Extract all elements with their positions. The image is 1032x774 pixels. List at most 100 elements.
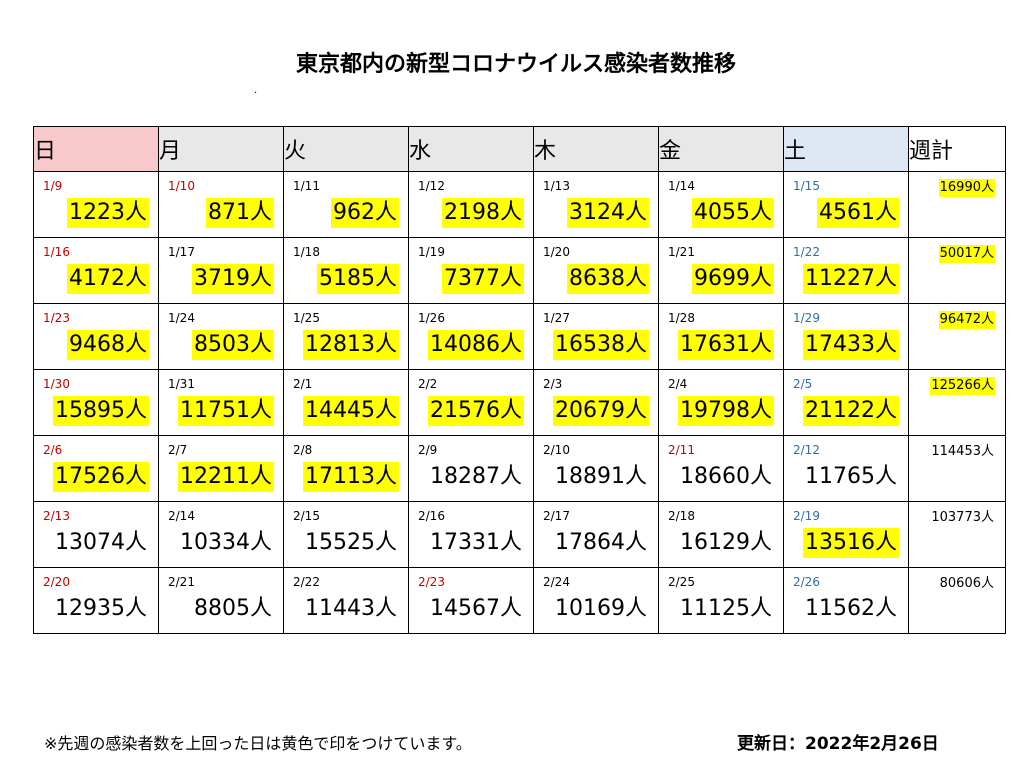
day-case-count: 11751人 (178, 396, 274, 426)
day-cell: 2/2 21576人 (408, 369, 534, 436)
day-date: 1/20 (543, 245, 570, 259)
day-date: 2/13 (43, 509, 70, 523)
day-cell: 2/12 11765人 (783, 435, 909, 502)
day-cell: 2/21 8805人 (158, 567, 284, 634)
day-case-count: 16129人 (680, 530, 772, 555)
day-date: 2/26 (793, 575, 820, 589)
day-cell: 1/15 4561人 (783, 171, 909, 238)
day-case-count: 2198人 (442, 198, 524, 228)
weekly-cases-table: 日 月 火 水 木 金 土 週計 1/9 1223人 1/10 871人 1/11 962… (33, 126, 1006, 634)
day-cell: 1/31 11751人 (158, 369, 284, 436)
day-date: 1/24 (168, 311, 195, 325)
header-sunday: 日 (33, 126, 159, 172)
day-cell: 1/29 17433人 (783, 303, 909, 370)
day-cell: 2/8 17113人 (283, 435, 409, 502)
weekly-total-value: 96472人 (938, 311, 995, 329)
day-case-count: 9699人 (692, 264, 774, 294)
day-cell: 1/14 4055人 (658, 171, 784, 238)
weekly-total-value: 16990人 (938, 179, 995, 197)
day-date: 1/31 (168, 377, 195, 391)
day-cell: 2/13 13074人 (33, 501, 159, 568)
weekly-total-cell: 80606人 (908, 567, 1006, 634)
day-case-count: 962人 (331, 198, 399, 228)
day-date: 1/25 (293, 311, 320, 325)
day-case-count: 12813人 (303, 330, 399, 360)
day-case-count: 16538人 (553, 330, 649, 360)
stray-dot: · (254, 88, 258, 99)
day-date: 1/15 (793, 179, 820, 193)
day-date: 2/1 (293, 377, 313, 391)
day-date: 1/11 (293, 179, 320, 193)
day-cell: 2/26 11562人 (783, 567, 909, 634)
day-date: 1/21 (668, 245, 695, 259)
day-date: 1/16 (43, 245, 70, 259)
day-date: 2/11 (668, 443, 695, 457)
day-cell: 2/11 18660人 (658, 435, 784, 502)
day-cell: 1/16 4172人 (33, 237, 159, 304)
day-case-count: 1223人 (67, 198, 149, 228)
day-date: 1/13 (543, 179, 570, 193)
day-cell: 1/19 7377人 (408, 237, 534, 304)
day-date: 1/26 (418, 311, 445, 325)
day-case-count: 20679人 (553, 396, 649, 426)
day-case-count: 17113人 (303, 462, 399, 492)
day-date: 2/4 (668, 377, 688, 391)
day-case-count: 12935人 (55, 596, 147, 621)
footer-note: ※先週の感染者数を上回った日は黄色で印をつけています。 (44, 734, 472, 753)
updated-date: 更新日：2022年2月26日 (737, 734, 939, 754)
day-case-count: 15895人 (53, 396, 149, 426)
day-cell: 1/9 1223人 (33, 171, 159, 238)
day-cell: 1/23 9468人 (33, 303, 159, 370)
day-date: 1/9 (43, 179, 63, 193)
day-cell: 1/11 962人 (283, 171, 409, 238)
week-row: 1/9 1223人 1/10 871人 1/11 962人 1/12 2198人 1/13 312… (33, 171, 1006, 238)
day-cell: 2/18 16129人 (658, 501, 784, 568)
header-thursday: 木 (533, 126, 659, 172)
day-date: 1/28 (668, 311, 695, 325)
day-cell: 1/10 871人 (158, 171, 284, 238)
day-case-count: 7377人 (442, 264, 524, 294)
day-cell: 2/24 10169人 (533, 567, 659, 634)
day-cell: 2/6 17526人 (33, 435, 159, 502)
day-case-count: 8638人 (567, 264, 649, 294)
header-weekly-total: 週計 (908, 126, 1006, 172)
day-cell: 1/28 17631人 (658, 303, 784, 370)
day-date: 1/12 (418, 179, 445, 193)
weekly-total-value: 80606人 (939, 576, 994, 591)
day-date: 1/18 (293, 245, 320, 259)
week-row: 1/23 9468人 1/24 8503人 1/25 12813人 1/26 14086人 1/… (33, 303, 1006, 370)
day-date: 1/17 (168, 245, 195, 259)
day-case-count: 18660人 (680, 464, 772, 489)
day-cell: 2/7 12211人 (158, 435, 284, 502)
day-case-count: 19798人 (678, 396, 774, 426)
day-case-count: 15525人 (305, 530, 397, 555)
day-case-count: 21122人 (803, 396, 899, 426)
day-case-count: 13516人 (803, 528, 899, 558)
day-case-count: 10169人 (555, 596, 647, 621)
day-date: 2/17 (543, 509, 570, 523)
day-case-count: 12211人 (178, 462, 274, 492)
header-monday: 月 (158, 126, 284, 172)
day-cell: 1/21 9699人 (658, 237, 784, 304)
day-date: 2/19 (793, 509, 820, 523)
day-cell: 2/23 14567人 (408, 567, 534, 634)
day-date: 1/19 (418, 245, 445, 259)
day-date: 2/16 (418, 509, 445, 523)
weekly-total-value: 50017人 (938, 245, 995, 263)
weekly-total-cell: 50017人 (908, 237, 1006, 304)
day-cell: 1/20 8638人 (533, 237, 659, 304)
weekly-total-value: 114453人 (931, 444, 994, 459)
weekly-total-cell: 114453人 (908, 435, 1006, 502)
day-date: 2/23 (418, 575, 445, 589)
day-case-count: 17331人 (430, 530, 522, 555)
day-cell: 2/22 11443人 (283, 567, 409, 634)
day-case-count: 14086人 (428, 330, 524, 360)
day-cell: 1/12 2198人 (408, 171, 534, 238)
day-date: 2/25 (668, 575, 695, 589)
week-row: 2/6 17526人 2/7 12211人 2/8 17113人 2/9 18287人 2/10… (33, 435, 1006, 502)
day-date: 2/24 (543, 575, 570, 589)
day-case-count: 3124人 (567, 198, 649, 228)
day-case-count: 14567人 (430, 596, 522, 621)
day-case-count: 11765人 (805, 464, 897, 489)
weekly-total-cell: 16990人 (908, 171, 1006, 238)
